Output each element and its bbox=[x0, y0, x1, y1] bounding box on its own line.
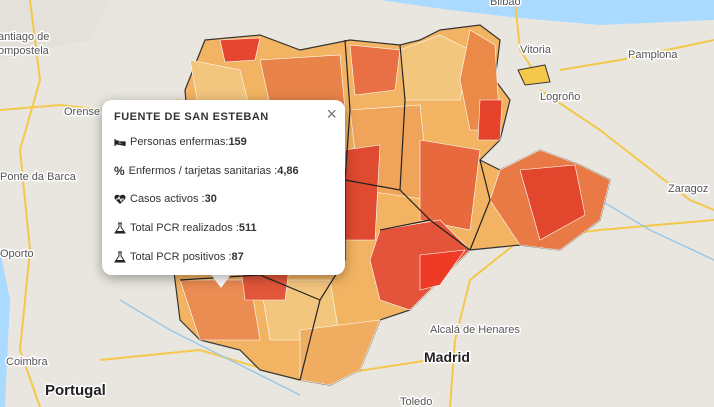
place-label: Oporto bbox=[0, 248, 34, 260]
city-label: Madrid bbox=[424, 349, 470, 365]
row-value: 4,86 bbox=[277, 165, 299, 177]
row-value: 159 bbox=[228, 136, 247, 148]
rivers bbox=[119, 199, 714, 396]
flask-icon bbox=[114, 251, 126, 263]
enclave bbox=[517, 64, 551, 86]
place-label: Toledo bbox=[400, 396, 432, 407]
place-label: Alcalá de Henares bbox=[430, 324, 520, 336]
place-label: Coimbra bbox=[6, 356, 48, 368]
row-label: Total PCR realizados : bbox=[130, 222, 239, 234]
place-label: Bilbao bbox=[490, 0, 521, 8]
row-value: 87 bbox=[231, 251, 244, 263]
row: Personas enfermas: 159 bbox=[114, 136, 247, 148]
row-label: Total PCR positivos : bbox=[130, 251, 232, 263]
close-button[interactable]: × bbox=[326, 104, 337, 124]
row: Total PCR positivos : 87 bbox=[114, 251, 244, 263]
place-label: Pamplona bbox=[628, 49, 678, 61]
row-label: Personas enfermas: bbox=[130, 136, 229, 148]
percent-icon: % bbox=[114, 164, 125, 178]
row-value: 30 bbox=[204, 193, 217, 205]
popup-title: FUENTE DE SAN ESTEBAN bbox=[114, 111, 269, 123]
municipalities bbox=[179, 29, 611, 386]
popup: FUENTE DE SAN ESTEBAN × Personas enferma… bbox=[102, 100, 345, 275]
row: Total PCR realizados : 511 bbox=[114, 222, 257, 234]
place-label: Logroño bbox=[540, 91, 580, 103]
row-value: 511 bbox=[238, 222, 257, 234]
country-label: Portugal bbox=[45, 382, 106, 399]
heart-icon bbox=[114, 194, 126, 204]
place-label: antiago de bbox=[0, 31, 49, 43]
row-label: Casos activos : bbox=[130, 193, 205, 205]
flask-icon bbox=[114, 222, 126, 234]
land bbox=[0, 0, 110, 60]
province-borders bbox=[179, 39, 491, 381]
place-label: Orense bbox=[64, 106, 100, 118]
row: Casos activos : 30 bbox=[114, 193, 217, 205]
sea bbox=[0, 250, 10, 407]
popup-tip bbox=[209, 272, 233, 288]
row-label: Enfermos / tarjetas sanitarias : bbox=[128, 165, 278, 177]
bed-icon bbox=[114, 139, 126, 146]
place-label: ompostela bbox=[0, 45, 50, 57]
sea bbox=[380, 0, 714, 25]
place-label: Ponte da Barca bbox=[0, 171, 77, 183]
place-label: Vitoria bbox=[520, 44, 552, 56]
row: % Enfermos / tarjetas sanitarias : 4,86 bbox=[114, 164, 299, 178]
place-label: Zaragoz bbox=[668, 183, 708, 195]
